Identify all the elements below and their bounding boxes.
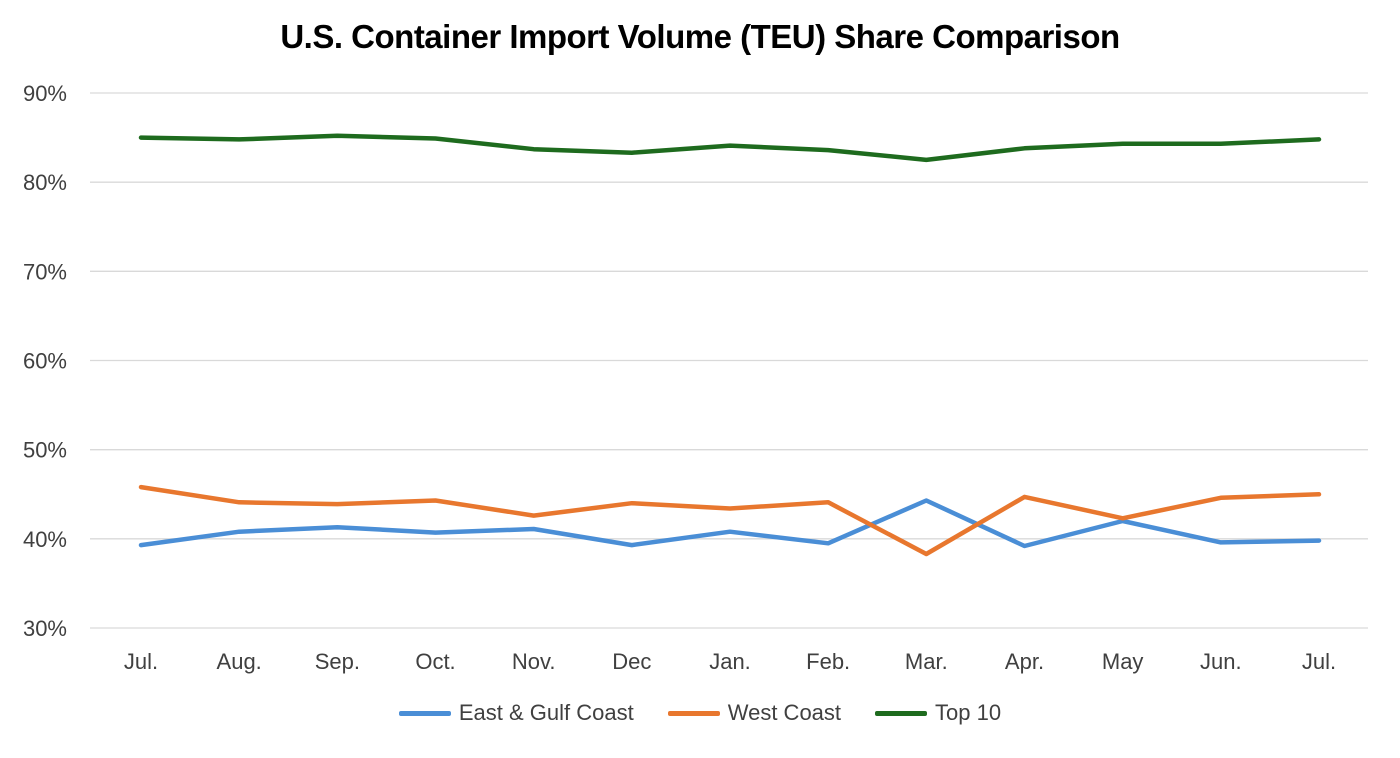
legend-swatch (398, 710, 451, 716)
y-tick-label: 90% (23, 81, 67, 106)
x-tick-label: May (1102, 649, 1144, 674)
x-tick-label: Feb. (806, 649, 850, 674)
legend-item: Top 10 (875, 700, 1001, 726)
series-line-2 (138, 133, 1322, 163)
legend-label: West Coast (727, 700, 842, 725)
y-tick-label: 80% (23, 170, 67, 195)
x-tick-label: Sep. (315, 649, 360, 674)
x-tick-label: Oct. (415, 649, 455, 674)
x-tick-label: Aug. (217, 649, 262, 674)
legend-swatch (667, 710, 720, 716)
x-tick-label: Jul. (124, 649, 158, 674)
x-tick-label: Mar. (905, 649, 948, 674)
x-tick-label: Nov. (512, 649, 556, 674)
legend-item: East & Gulf Coast (398, 700, 634, 726)
x-tick-label: Apr. (1005, 649, 1044, 674)
legend-label: East & Gulf Coast (458, 700, 634, 725)
series-lines (138, 133, 1322, 557)
series-line-1 (138, 484, 1322, 557)
y-tick-label: 50% (23, 438, 67, 463)
x-axis-ticks: Jul. Aug. Sep. Oct. Nov. Dec Jan. Feb. Mar. Apr. M… (124, 649, 1336, 674)
y-tick-label: 40% (23, 527, 67, 552)
y-tick-label: 70% (23, 259, 67, 284)
x-tick-label: Jul. (1302, 649, 1336, 674)
chart-title: U.S. Container Import Volume (TEU) Share… (280, 18, 1120, 55)
gridlines (90, 92, 1368, 629)
y-tick-label: 60% (23, 349, 67, 374)
y-tick-label: 30% (23, 616, 67, 641)
series-line-0 (138, 498, 1322, 549)
x-tick-label: Jun. (1200, 649, 1242, 674)
legend: East & Gulf Coast West Coast Top 10 (0, 700, 1400, 726)
legend-item: West Coast (667, 700, 842, 726)
x-tick-label: Jan. (709, 649, 751, 674)
x-tick-label: Dec (612, 649, 651, 674)
y-axis-ticks: 30% 40% 50% 60% 70% 80% 90% (23, 81, 67, 641)
legend-label: Top 10 (935, 700, 1002, 725)
line-chart: 30% 40% 50% 60% 70% 80% 90% Jul. Aug. Sep. Oct. No… (23, 81, 1368, 674)
legend-swatch (875, 710, 928, 716)
